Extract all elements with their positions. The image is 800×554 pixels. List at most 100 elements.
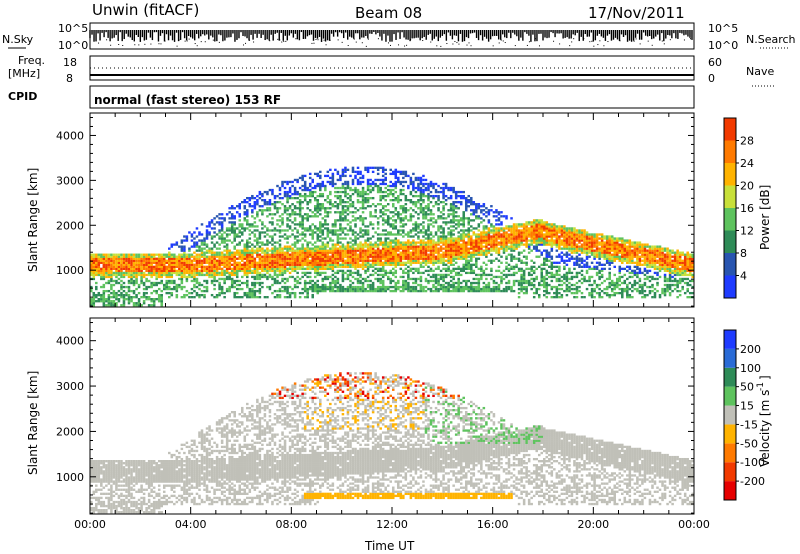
data-cell bbox=[301, 253, 304, 256]
data-cell bbox=[490, 243, 493, 246]
data-cell bbox=[296, 261, 299, 264]
data-cell bbox=[379, 166, 382, 169]
data-cell bbox=[117, 253, 121, 256]
data-cell bbox=[162, 253, 166, 256]
data-cell bbox=[437, 289, 440, 293]
data-cell bbox=[432, 261, 435, 264]
data-cell bbox=[243, 243, 247, 246]
freq-tick-bottom: 8 bbox=[66, 72, 73, 85]
data-cell bbox=[223, 263, 226, 266]
data-cell bbox=[97, 259, 101, 262]
data-cell bbox=[467, 251, 471, 254]
data-cell bbox=[173, 259, 176, 262]
data-cell bbox=[397, 239, 400, 242]
data-cell bbox=[228, 255, 231, 258]
data-cell bbox=[477, 243, 481, 246]
data-cell bbox=[359, 247, 362, 250]
data-cell bbox=[278, 289, 282, 293]
date-title: 17/Nov/2011 bbox=[588, 4, 685, 22]
data-cell bbox=[492, 233, 496, 236]
data-cell bbox=[258, 209, 262, 212]
data-cell bbox=[321, 237, 325, 240]
data-cell bbox=[472, 249, 476, 252]
data-cell bbox=[386, 217, 390, 220]
data-cell bbox=[125, 273, 128, 277]
data-cell bbox=[271, 247, 274, 250]
data-cell bbox=[235, 265, 239, 269]
data-cell bbox=[409, 269, 413, 273]
data-cell bbox=[424, 261, 428, 264]
data-cell bbox=[112, 263, 116, 266]
data-cell bbox=[424, 277, 428, 281]
data-cell bbox=[339, 194, 342, 198]
data-cell bbox=[364, 265, 367, 269]
data-cell bbox=[459, 289, 463, 293]
data-cell bbox=[218, 283, 221, 287]
data-cell bbox=[278, 271, 282, 275]
data-cell bbox=[434, 287, 438, 291]
data-cell bbox=[306, 217, 309, 220]
data-cell bbox=[472, 289, 476, 293]
data-cell bbox=[208, 265, 211, 269]
data-cell bbox=[422, 207, 425, 210]
data-cell bbox=[273, 259, 277, 262]
data-cell bbox=[485, 241, 488, 244]
data-cell bbox=[376, 249, 380, 252]
data-cell bbox=[432, 257, 435, 260]
data-cell bbox=[399, 207, 403, 210]
data-cell bbox=[381, 196, 385, 200]
data-cell bbox=[341, 287, 345, 291]
data-cell bbox=[281, 259, 284, 262]
data-cell bbox=[170, 269, 174, 273]
data-cell bbox=[417, 237, 420, 240]
data-cell bbox=[346, 201, 350, 204]
data-cell bbox=[319, 255, 322, 258]
data-cell bbox=[417, 188, 420, 192]
data-cell bbox=[424, 249, 428, 252]
data-cell bbox=[316, 259, 320, 262]
data-cell bbox=[485, 243, 488, 246]
data-cell bbox=[369, 249, 372, 252]
data-cell bbox=[424, 207, 428, 210]
data-cell bbox=[306, 253, 309, 256]
data-cell bbox=[311, 231, 314, 234]
data-cell bbox=[293, 265, 297, 269]
data-cell bbox=[293, 279, 297, 283]
data-cell bbox=[407, 261, 410, 264]
data-cell bbox=[253, 277, 257, 281]
data-cell bbox=[203, 239, 206, 242]
noise-dot bbox=[492, 45, 494, 47]
data-cell bbox=[152, 267, 156, 271]
data-cell bbox=[414, 247, 418, 250]
data-cell bbox=[339, 213, 342, 216]
data-cell bbox=[404, 263, 408, 266]
data-cell bbox=[389, 188, 392, 192]
data-cell bbox=[127, 287, 131, 291]
data-cell bbox=[180, 285, 184, 289]
data-cell bbox=[168, 251, 171, 254]
data-cell bbox=[389, 279, 392, 283]
data-cell bbox=[246, 243, 249, 246]
data-cell bbox=[459, 245, 463, 248]
data-cell bbox=[434, 281, 438, 285]
data-cell bbox=[258, 267, 262, 271]
data-cell bbox=[399, 245, 403, 248]
data-cell bbox=[261, 221, 264, 224]
data-cell bbox=[384, 190, 387, 194]
freq-label: Freq. bbox=[18, 54, 45, 67]
data-cell bbox=[293, 285, 297, 289]
data-cell bbox=[459, 190, 463, 194]
data-cell bbox=[120, 261, 123, 264]
data-cell bbox=[301, 249, 304, 252]
data-cell bbox=[268, 203, 272, 206]
data-cell bbox=[351, 243, 355, 246]
data-cell bbox=[218, 273, 221, 277]
data-cell bbox=[381, 166, 385, 169]
data-cell bbox=[271, 221, 274, 224]
data-cell bbox=[407, 235, 410, 238]
data-cell bbox=[105, 273, 108, 277]
data-cell bbox=[464, 205, 468, 208]
data-cell bbox=[439, 275, 443, 279]
data-cell bbox=[432, 241, 435, 244]
